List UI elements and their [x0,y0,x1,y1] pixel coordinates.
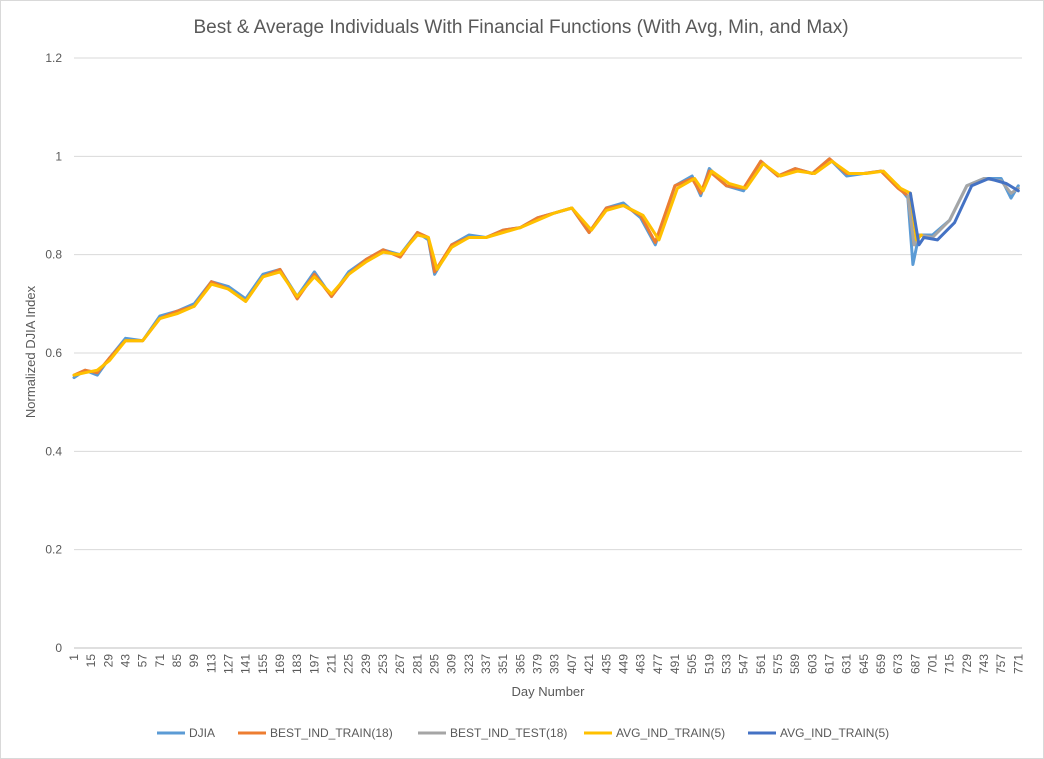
x-tick-label: 141 [239,654,253,674]
x-tick-label: 533 [719,654,733,674]
x-tick-label: 99 [187,654,201,668]
legend-label: BEST_IND_TRAIN(18) [270,726,393,740]
series-line-5 [908,177,1020,247]
x-tick-label: 1 [67,654,81,661]
x-tick-label: 15 [84,654,98,668]
x-tick-label: 701 [925,654,939,674]
x-tick-label: 645 [857,654,871,674]
series-line-2 [72,157,934,377]
x-tick-label: 113 [204,654,218,673]
x-tick-label: 715 [943,654,957,674]
legend-label: AVG_IND_TRAIN(5) [616,726,725,740]
x-tick-label: 771 [1011,654,1025,674]
x-tick-label: 323 [462,654,476,674]
x-tick-label: 43 [119,654,133,668]
x-tick-label: 267 [393,654,407,674]
x-axis-label: Day Number [512,684,586,699]
x-tick-label: 757 [994,654,1008,674]
y-tick-label: 0.4 [45,444,62,458]
x-tick-label: 743 [977,654,991,674]
series-lines [72,157,1020,380]
x-tick-label: 659 [874,654,888,674]
legend-label: DJIA [189,726,215,740]
chart-title: Best & Average Individuals With Financia… [193,17,848,38]
x-tick-label: 183 [290,654,304,674]
y-tick-label: 1 [55,149,62,163]
x-tick-label: 561 [754,654,768,674]
x-tick-label: 687 [908,654,922,674]
x-tick-label: 71 [153,654,167,668]
legend-label: AVG_IND_TRAIN(5) [780,726,889,740]
y-tick-labels: 0 0.2 0.4 0.6 0.8 1 1.2 [45,51,62,655]
x-tick-label: 631 [840,654,854,674]
x-tick-label: 407 [565,654,579,674]
x-tick-label: 477 [651,654,665,674]
x-tick-label: 589 [788,654,802,674]
x-tick-label: 463 [634,654,648,674]
x-tick-label: 421 [582,654,596,674]
x-tick-label: 127 [222,654,236,674]
y-tick-label: 0.8 [45,248,62,262]
y-tick-label: 0.2 [45,543,62,557]
y-tick-label: 0 [55,641,62,655]
legend: DJIA BEST_IND_TRAIN(18) BEST_IND_TEST(18) A… [157,726,889,740]
x-tick-label: 491 [668,654,682,674]
x-tick-label: 365 [513,654,527,674]
x-tick-label: 253 [376,654,390,674]
x-tick-label: 603 [805,654,819,674]
x-tick-label: 519 [702,654,716,674]
x-tick-label: 379 [531,654,545,674]
gridlines [74,57,1022,649]
x-tick-label: 575 [771,654,785,674]
x-tick-label: 547 [737,654,751,674]
y-axis-label: Normalized DJIA Index [23,285,38,418]
series-line-4 [72,159,923,377]
x-tick-label: 449 [616,654,630,674]
x-tick-label: 169 [273,654,287,674]
y-tick-label: 0.6 [45,346,62,360]
x-tick-label: 393 [548,654,562,674]
x-tick-label: 197 [307,654,321,674]
x-tick-label: 155 [256,654,270,674]
x-tick-label: 309 [445,654,459,674]
x-tick-label: 85 [170,654,184,668]
x-tick-label: 239 [359,654,373,674]
x-tick-label: 337 [479,654,493,674]
x-tick-label: 351 [496,654,510,674]
x-tick-label: 225 [342,654,356,674]
y-tick-label: 1.2 [45,51,62,65]
x-tick-labels: 1 15 29 43 57 71 85 99 113 127 141 155 169 183 197 211 2… [67,654,1025,674]
x-tick-label: 295 [428,654,442,674]
x-tick-label: 673 [891,654,905,674]
x-tick-label: 435 [599,654,613,674]
series-line-3 [906,177,1020,247]
legend-label: BEST_IND_TEST(18) [450,726,567,740]
x-tick-label: 729 [960,654,974,674]
x-tick-label: 617 [822,654,836,674]
series-line-1 [72,157,1020,380]
x-tick-label: 211 [325,654,339,673]
x-tick-label: 29 [101,654,115,668]
x-tick-label: 57 [136,654,150,668]
x-tick-label: 505 [685,654,699,674]
x-tick-label: 281 [410,654,424,674]
